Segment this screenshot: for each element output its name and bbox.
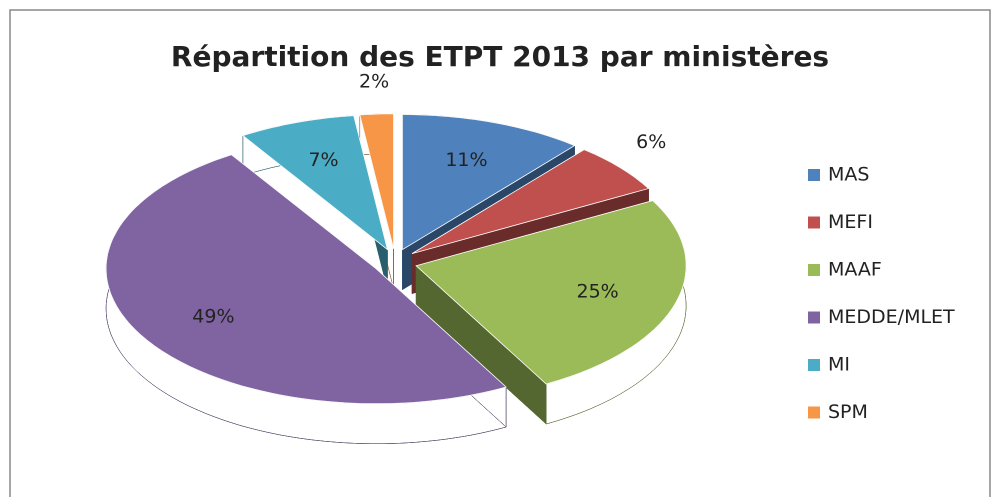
- slice: [105, 154, 507, 405]
- legend-swatch: [808, 406, 820, 419]
- slice: [402, 114, 576, 251]
- legend-label: SPM: [828, 401, 868, 423]
- data-label: 11%: [445, 149, 487, 171]
- legend-swatch: [808, 311, 820, 324]
- legend-label: MAS: [828, 164, 869, 186]
- slice: [415, 200, 687, 385]
- chart-title: Répartition des ETPT 2013 par ministères: [171, 40, 829, 73]
- slice: [411, 149, 650, 254]
- data-label: 25%: [577, 281, 619, 303]
- legend-swatch: [808, 169, 820, 181]
- legend-label: MAAF: [828, 259, 882, 281]
- legend-label: MI: [828, 354, 850, 376]
- data-label: 2%: [359, 70, 389, 92]
- data-label: 6%: [636, 131, 666, 153]
- slice: [242, 115, 389, 251]
- data-label: 7%: [308, 149, 338, 171]
- legend-label: MEFI: [828, 211, 873, 233]
- slice: [359, 113, 394, 249]
- legend-label: MEDDE/MLET: [828, 306, 955, 328]
- data-label: 49%: [192, 305, 234, 327]
- legend-swatch: [808, 264, 820, 276]
- legend-swatch: [808, 359, 820, 371]
- legend-swatch: [808, 216, 820, 229]
